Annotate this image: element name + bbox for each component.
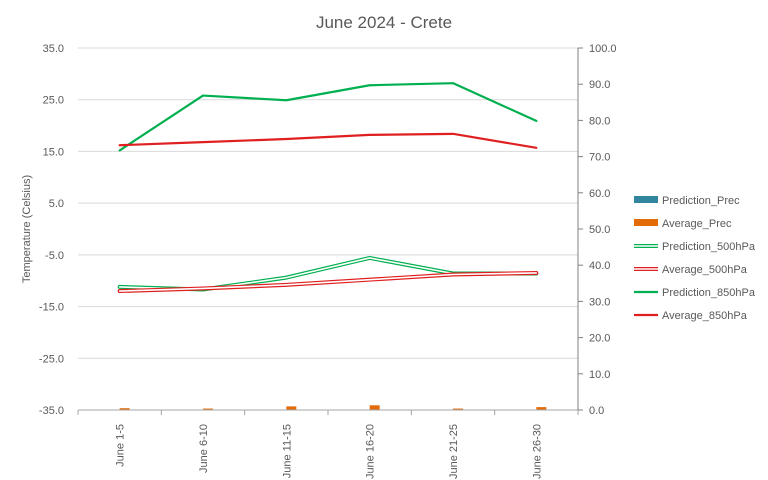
legend-swatch bbox=[634, 219, 658, 226]
y2-tick-label: 90.0 bbox=[589, 79, 610, 91]
legend-label: Prediction_Prec bbox=[662, 195, 740, 207]
series-line-inner bbox=[118, 272, 538, 292]
bar-series bbox=[109, 405, 547, 411]
y-tick-label: 25.0 bbox=[43, 95, 64, 107]
bar bbox=[286, 406, 297, 410]
legend-label: Average_850hPa bbox=[662, 310, 748, 322]
gridlines bbox=[78, 47, 578, 359]
legend-label: Average_500hPa bbox=[662, 264, 748, 276]
legend-swatch bbox=[634, 196, 658, 203]
x-tick-label: June 6-10 bbox=[198, 424, 210, 473]
y2-tick-label: 80.0 bbox=[589, 115, 610, 127]
y-tick-label: 15.0 bbox=[43, 146, 64, 158]
y-tick-label: 5.0 bbox=[49, 198, 64, 210]
bar bbox=[119, 408, 130, 410]
x-tick-label: June 16-20 bbox=[365, 424, 377, 479]
y-axis-title: Temperature (Celsius) bbox=[21, 175, 33, 283]
legend-label: Average_Prec bbox=[662, 218, 732, 230]
legend-label: Prediction_850hPa bbox=[662, 287, 756, 299]
y2-tick-label: 70.0 bbox=[589, 152, 610, 164]
series-line bbox=[118, 132, 538, 149]
y2-tick-label: 0.0 bbox=[589, 405, 604, 417]
x-tick-label: June 21-25 bbox=[448, 424, 460, 479]
bar bbox=[453, 408, 463, 410]
series-line bbox=[118, 82, 538, 152]
bar bbox=[536, 407, 547, 410]
y-tick-label: -5.0 bbox=[45, 250, 64, 262]
legend-label: Prediction_500hPa bbox=[662, 241, 756, 253]
chart-title: June 2024 - Crete bbox=[316, 13, 452, 32]
y-tick-label: 35.0 bbox=[43, 43, 64, 55]
line-series bbox=[117, 82, 539, 294]
axes: 35.0 25.0 15.0 5.0 -5.0 -15.0 -25.0 -35.0 100.0 9… bbox=[39, 43, 617, 479]
y2-tick-label: 100.0 bbox=[589, 43, 617, 55]
y2-tick-label: 40.0 bbox=[589, 260, 610, 272]
y2-tick-label: 20.0 bbox=[589, 333, 610, 345]
x-tick-label: June 11-15 bbox=[281, 424, 293, 478]
bar bbox=[203, 408, 213, 410]
y-tick-label: -35.0 bbox=[39, 405, 64, 417]
y2-tick-label: 50.0 bbox=[589, 224, 610, 236]
y2-tick-label: 60.0 bbox=[589, 188, 610, 200]
x-tick-label: June 1-5 bbox=[115, 424, 127, 467]
y2-tick-label: 10.0 bbox=[589, 369, 610, 381]
legend: Prediction_Prec Average_Prec Prediction_50… bbox=[634, 195, 756, 322]
x-tick-label: June 26-30 bbox=[531, 424, 543, 479]
y-tick-label: -25.0 bbox=[39, 353, 64, 365]
y2-tick-label: 30.0 bbox=[589, 296, 610, 308]
bar bbox=[369, 405, 380, 410]
y-tick-label: -15.0 bbox=[39, 302, 64, 314]
